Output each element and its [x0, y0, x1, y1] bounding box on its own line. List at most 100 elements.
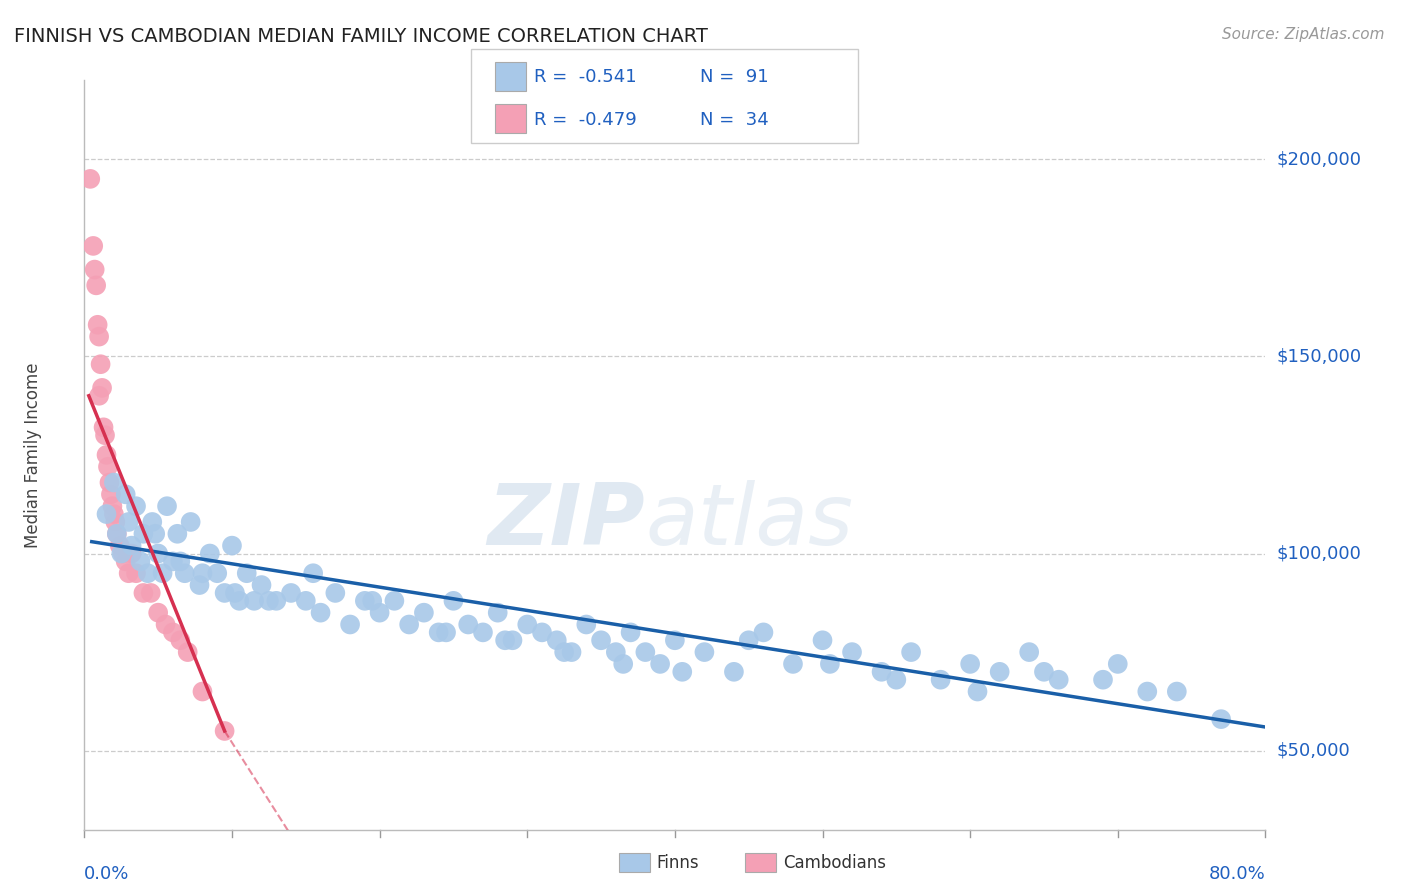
Point	[105, 526, 128, 541]
Point	[1018, 645, 1040, 659]
Text: 0.0%: 0.0%	[84, 865, 129, 883]
Point	[103, 475, 125, 490]
Text: 80.0%: 80.0%	[1209, 865, 1265, 883]
Point	[118, 566, 141, 581]
Point	[384, 594, 406, 608]
Point	[243, 594, 266, 608]
Text: atlas: atlas	[645, 481, 853, 564]
Point	[1092, 673, 1115, 687]
Point	[1136, 684, 1159, 698]
Point	[575, 617, 598, 632]
Point	[398, 617, 420, 632]
Point	[664, 633, 686, 648]
Point	[620, 625, 643, 640]
Point	[605, 645, 627, 659]
Point	[900, 645, 922, 659]
Point	[738, 633, 761, 648]
Point	[103, 507, 125, 521]
Point	[129, 554, 152, 568]
Point	[105, 526, 128, 541]
Point	[148, 547, 170, 561]
Point	[224, 586, 246, 600]
Point	[104, 515, 127, 529]
Point	[155, 617, 177, 632]
Point	[280, 586, 302, 600]
Point	[443, 594, 465, 608]
Point	[1211, 712, 1233, 726]
Text: $150,000: $150,000	[1277, 347, 1361, 366]
Point	[94, 428, 117, 442]
Point	[110, 547, 132, 561]
Point	[162, 625, 184, 640]
Point	[82, 239, 104, 253]
Text: Cambodians: Cambodians	[783, 854, 886, 871]
Point	[114, 487, 136, 501]
Point	[141, 515, 163, 529]
Point	[434, 625, 457, 640]
Point	[180, 515, 202, 529]
Point	[1033, 665, 1056, 679]
Point	[516, 617, 538, 632]
Point	[207, 566, 229, 581]
Point	[591, 633, 613, 648]
Text: FINNISH VS CAMBODIAN MEDIAN FAMILY INCOME CORRELATION CHART: FINNISH VS CAMBODIAN MEDIAN FAMILY INCOM…	[14, 27, 709, 45]
Point	[118, 515, 141, 529]
Point	[125, 566, 148, 581]
Text: Source: ZipAtlas.com: Source: ZipAtlas.com	[1222, 27, 1385, 42]
Point	[84, 278, 107, 293]
Point	[111, 547, 134, 561]
Point	[87, 329, 111, 343]
Point	[96, 448, 118, 462]
Point	[79, 172, 101, 186]
Point	[531, 625, 554, 640]
Point	[886, 673, 908, 687]
Point	[546, 633, 568, 648]
Point	[148, 606, 170, 620]
Point	[302, 566, 325, 581]
Point	[325, 586, 347, 600]
Point	[1107, 657, 1129, 671]
Text: R =  -0.479: R = -0.479	[534, 111, 637, 128]
Point	[472, 625, 495, 640]
Point	[86, 318, 108, 332]
Point	[121, 547, 143, 561]
Point	[198, 547, 221, 561]
Point	[752, 625, 775, 640]
Point	[101, 499, 124, 513]
Point	[257, 594, 280, 608]
Point	[309, 606, 332, 620]
Point	[214, 586, 236, 600]
Point	[228, 594, 250, 608]
Point	[959, 657, 981, 671]
Point	[811, 633, 834, 648]
Point	[166, 526, 188, 541]
Text: ZIP: ZIP	[488, 481, 645, 564]
Point	[83, 262, 105, 277]
Point	[191, 566, 214, 581]
Point	[494, 633, 516, 648]
Point	[188, 578, 211, 592]
Point	[108, 539, 131, 553]
Point	[121, 539, 143, 553]
Point	[100, 487, 122, 501]
Point	[650, 657, 672, 671]
Point	[413, 606, 436, 620]
Point	[96, 507, 118, 521]
Point	[214, 723, 236, 738]
Point	[136, 566, 159, 581]
Point	[502, 633, 524, 648]
Point	[156, 499, 179, 513]
Point	[553, 645, 575, 659]
Point	[236, 566, 259, 581]
Point	[1166, 684, 1188, 698]
Point	[723, 665, 745, 679]
Point	[841, 645, 863, 659]
Point	[173, 566, 195, 581]
Point	[368, 606, 391, 620]
Text: $100,000: $100,000	[1277, 544, 1361, 563]
Point	[177, 645, 200, 659]
Point	[114, 554, 136, 568]
Point	[143, 526, 166, 541]
Point	[139, 586, 162, 600]
Point	[295, 594, 318, 608]
